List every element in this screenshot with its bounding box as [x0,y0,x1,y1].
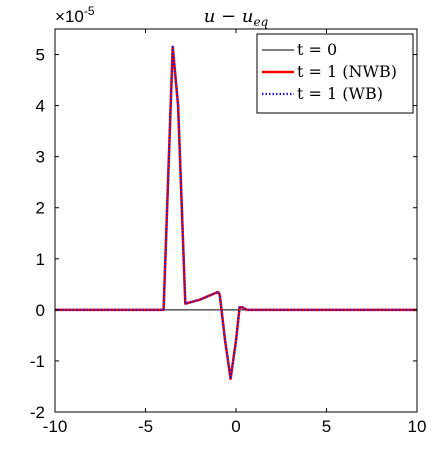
series-line-1 [55,45,417,381]
x-axis: -10 -5 0 5 10 [43,29,427,436]
series-layer [55,45,417,381]
legend-label: t = 1 (NWB) [297,62,397,81]
title-subscript: eq [253,15,268,29]
x-tick-label: 0 [231,417,240,436]
legend: t = 0 t = 1 (NWB) t = 1 (WB) [256,33,414,114]
y-tick-label: 5 [36,46,45,65]
y-tick-label: 0 [36,301,45,320]
y-tick-label: -1 [30,352,45,371]
x-tick-label: 5 [322,417,331,436]
x-tick-label: -5 [138,417,153,436]
x-tick-label: -10 [43,417,68,436]
y-tick-label: 3 [36,148,45,167]
y-tick-label: -2 [30,403,45,422]
legend-box [256,33,414,114]
y-axis: -2 -1 0 1 2 3 4 5 [30,46,417,422]
legend-label: t = 1 (WB) [297,84,383,103]
y-tick-label: 2 [36,199,45,218]
y-tick-label: 1 [36,250,45,269]
exponent-label: ×10-5 [55,4,95,26]
chart-title: u − ueq [204,6,269,29]
x-tick-label: 10 [408,417,427,436]
exponent-power: -5 [84,4,95,18]
y-tick-label: 4 [36,97,45,116]
legend-label: t = 0 [297,40,337,59]
